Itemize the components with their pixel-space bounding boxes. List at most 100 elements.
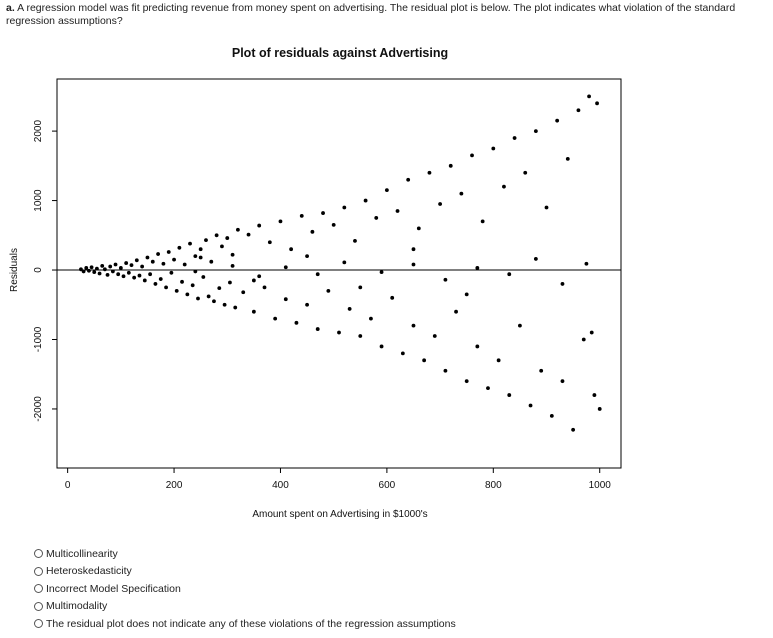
data-point: [584, 261, 589, 266]
data-point: [140, 264, 145, 269]
data-point: [315, 327, 320, 331]
data-point: [209, 259, 214, 264]
data-point: [443, 277, 448, 282]
data-point: [337, 330, 341, 335]
data-point: [523, 170, 528, 175]
data-point: [278, 219, 283, 224]
data-point: [79, 267, 83, 272]
data-point: [148, 272, 153, 277]
data-point: [507, 393, 512, 397]
data-point: [225, 236, 230, 240]
data-point: [124, 261, 129, 265]
data-point: [565, 156, 570, 161]
data-point: [198, 255, 203, 260]
option-multimodality[interactable]: Multimodality: [34, 598, 456, 616]
data-point: [475, 344, 480, 349]
data-point: [158, 277, 163, 281]
data-point: [251, 309, 256, 314]
data-point: [416, 226, 421, 231]
data-point: [587, 94, 591, 99]
data-point: [464, 292, 469, 297]
x-tick-label: 0: [65, 480, 71, 491]
x-axis-label: Amount spent on Advertising in $1000's: [252, 509, 427, 520]
x-axis: 0 200 400 600 800 1000: [65, 468, 611, 491]
data-point: [230, 252, 235, 257]
data-point: [305, 254, 309, 259]
data-point: [544, 205, 549, 210]
data-point: [331, 222, 336, 227]
data-point: [411, 247, 416, 252]
data-point: [257, 274, 262, 279]
data-point: [198, 247, 203, 252]
data-point: [475, 266, 480, 270]
data-point: [100, 263, 105, 268]
data-point: [560, 282, 565, 286]
data-point: [486, 386, 490, 391]
radio-button[interactable]: [34, 619, 43, 629]
data-point: [595, 101, 599, 106]
data-point: [129, 263, 134, 268]
data-point: [315, 272, 320, 277]
data-point: [427, 170, 432, 175]
data-point: [289, 247, 294, 252]
data-point: [81, 269, 86, 274]
option-incorrect-model-specification[interactable]: Incorrect Model Specification: [34, 580, 456, 598]
y-axis: -2000 -1000 0 1000 2000: [33, 120, 57, 422]
data-point: [533, 129, 538, 133]
data-point: [241, 290, 246, 295]
data-point: [193, 269, 198, 274]
data-point: [448, 163, 453, 168]
data-point: [459, 191, 464, 196]
x-tick-label: 400: [272, 480, 289, 491]
data-point: [470, 153, 474, 158]
question-text: A regression model was fit predicting re…: [6, 2, 736, 27]
data-point: [121, 274, 126, 279]
data-point: [108, 264, 113, 269]
y-tick-label: 0: [33, 267, 44, 273]
data-point: [102, 267, 107, 272]
data-point: [190, 283, 195, 288]
data-point: [560, 379, 565, 384]
data-point: [132, 275, 137, 280]
option-no-violation[interactable]: The residual plot does not indicate any …: [34, 615, 456, 633]
data-point: [182, 262, 187, 267]
data-point: [294, 320, 299, 325]
data-point: [390, 295, 395, 300]
data-point: [116, 272, 121, 277]
data-point: [150, 259, 155, 264]
data-point: [321, 211, 325, 215]
option-multicollinearity[interactable]: Multicollinearity: [34, 545, 456, 563]
data-point: [406, 177, 411, 182]
option-label: Heteroskedasticity: [46, 565, 132, 578]
radio-button[interactable]: [34, 566, 43, 576]
data-point: [358, 285, 363, 290]
option-heteroskedasticity[interactable]: Heteroskedasticity: [34, 563, 456, 581]
data-point: [374, 216, 379, 220]
data-point: [156, 252, 160, 256]
data-point: [502, 184, 506, 189]
data-point: [464, 379, 469, 384]
answer-options: Multicollinearity Heteroskedasticity Inc…: [34, 545, 456, 633]
data-point: [177, 245, 182, 250]
data-point: [443, 368, 448, 373]
data-point: [204, 238, 208, 243]
data-point: [196, 296, 200, 301]
data-point: [214, 233, 219, 238]
data-point: [507, 272, 512, 277]
data-point: [347, 307, 352, 311]
data-point: [137, 273, 142, 278]
data-point: [217, 286, 222, 290]
data-point: [220, 244, 224, 249]
residual-plot: Plot of residuals against Advertising 0 2…: [9, 46, 622, 520]
data-point: [581, 337, 586, 342]
data-point: [454, 309, 458, 314]
data-point: [299, 213, 304, 218]
radio-button[interactable]: [34, 584, 43, 594]
radio-button[interactable]: [34, 601, 43, 611]
radio-button[interactable]: [34, 549, 43, 559]
option-label: The residual plot does not indicate any …: [46, 617, 456, 630]
data-point: [555, 118, 560, 123]
data-point: [326, 288, 331, 293]
data-point: [533, 257, 538, 261]
data-point: [592, 393, 597, 397]
